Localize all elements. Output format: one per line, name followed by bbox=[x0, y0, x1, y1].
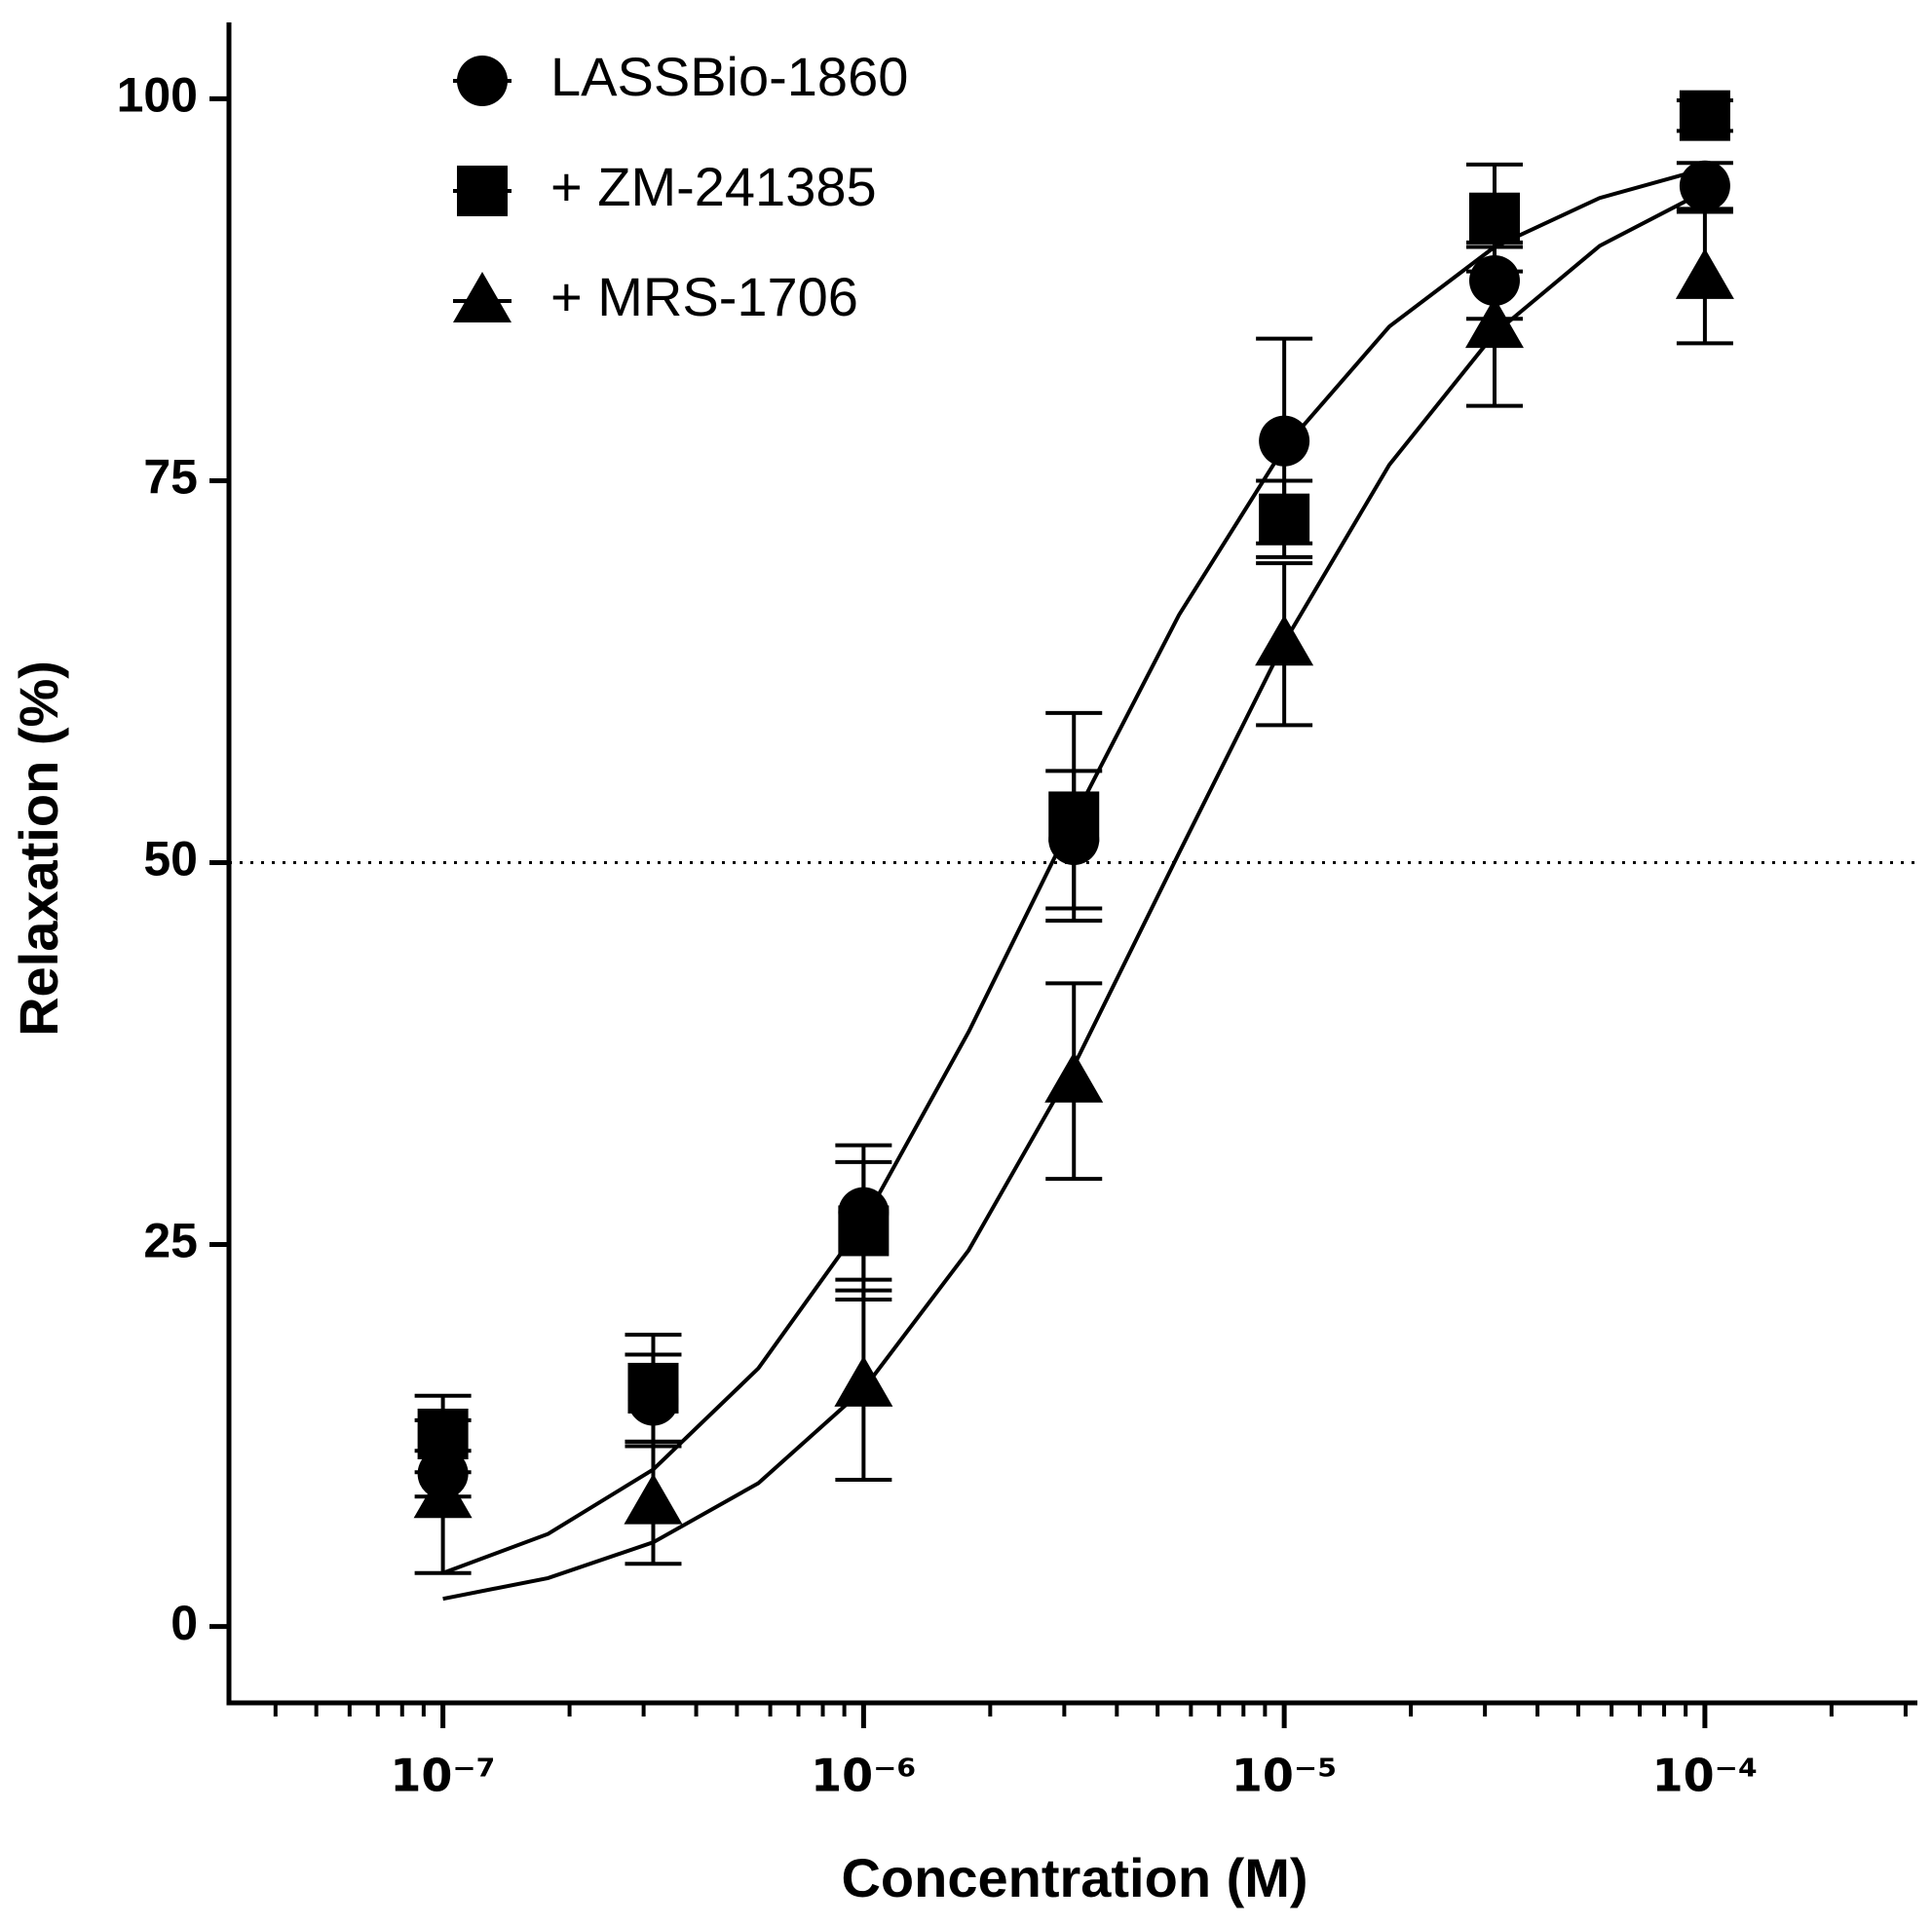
marker-square bbox=[1468, 192, 1520, 244]
y-tick-label: 25 bbox=[143, 1214, 198, 1268]
y-tick-label: 75 bbox=[143, 450, 198, 505]
marker-square bbox=[627, 1362, 679, 1414]
marker-triangle bbox=[1255, 615, 1314, 666]
marker-square bbox=[417, 1409, 469, 1459]
marker-circle bbox=[1259, 415, 1310, 467]
marker-square bbox=[1048, 791, 1100, 843]
y-axis-title: Relaxation (%) bbox=[8, 660, 69, 1037]
x-tick-label: 10⁻⁶ bbox=[811, 1750, 916, 1802]
marker-triangle bbox=[1044, 1051, 1104, 1103]
x-tick-label: 10⁻⁴ bbox=[1652, 1750, 1758, 1802]
y-tick-label: 0 bbox=[170, 1596, 198, 1650]
legend-label: + MRS-1706 bbox=[550, 266, 858, 327]
marker-triangle bbox=[624, 1473, 683, 1525]
marker-triangle bbox=[1464, 297, 1524, 349]
marker-square bbox=[1679, 90, 1730, 141]
x-axis-title: Concentration (M) bbox=[841, 1847, 1307, 1908]
x-tick-label: 10⁻⁷ bbox=[390, 1750, 495, 1802]
marker-triangle bbox=[1675, 247, 1734, 299]
marker-square bbox=[457, 166, 508, 216]
legend-label: LASSBio-1860 bbox=[550, 46, 908, 107]
marker-circle bbox=[1679, 160, 1730, 211]
marker-triangle bbox=[453, 272, 511, 322]
marker-square bbox=[1259, 493, 1310, 545]
y-tick-label: 50 bbox=[143, 832, 198, 887]
marker-circle bbox=[1468, 255, 1520, 307]
legend-label: + ZM-241385 bbox=[550, 156, 877, 217]
x-tick-label: 10⁻⁵ bbox=[1231, 1750, 1337, 1802]
marker-circle bbox=[457, 56, 508, 106]
y-tick-label: 100 bbox=[117, 68, 198, 123]
marker-square bbox=[838, 1205, 890, 1257]
marker-triangle bbox=[413, 1467, 473, 1519]
marker-triangle bbox=[834, 1355, 893, 1407]
